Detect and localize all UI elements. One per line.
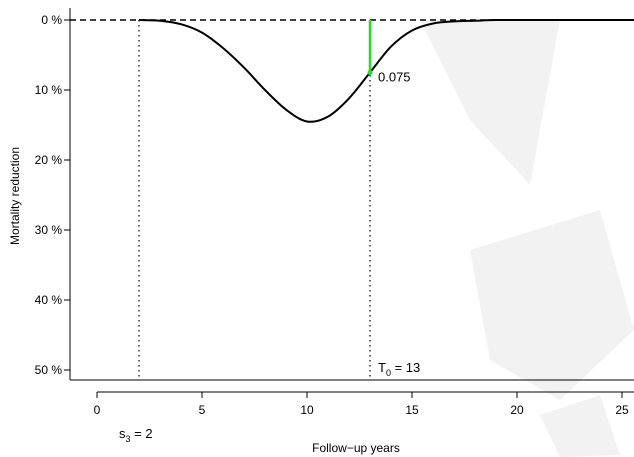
x-tick-label: 20	[510, 403, 524, 417]
y-tick-label: 30 %	[35, 223, 63, 237]
watermark-logo	[420, 20, 634, 457]
plot-area: 0.075 T0 = 13 s3 = 2	[70, 18, 634, 444]
y-tick-label: 40 %	[35, 293, 63, 307]
y-tick-label: 10 %	[35, 83, 63, 97]
y-tick-label: 50 %	[35, 363, 63, 377]
x-tick-label: 15	[405, 403, 419, 417]
y-axis-title: Mortality reduction	[8, 147, 22, 245]
x-tick-label: 5	[199, 403, 206, 417]
x-axis: 0 5 10 15 20 25	[70, 379, 634, 417]
vline-label-t0: T0 = 13	[378, 360, 420, 378]
x-tick-label: 0	[94, 403, 101, 417]
x-tick-label: 25	[615, 403, 629, 417]
x-tick-label: 10	[300, 403, 314, 417]
y-tick-label: 0 %	[41, 13, 62, 27]
vline-label-s3: s3 = 2	[119, 426, 153, 444]
series-line	[138, 18, 634, 123]
highlight-point	[367, 70, 373, 75]
highlight-value-label: 0.075	[378, 70, 411, 85]
y-axis: 0 % 10 % 20 % 30 % 40 % 50 %	[35, 8, 71, 380]
x-axis-title: Follow−up years	[312, 441, 400, 455]
y-tick-label: 20 %	[35, 153, 63, 167]
